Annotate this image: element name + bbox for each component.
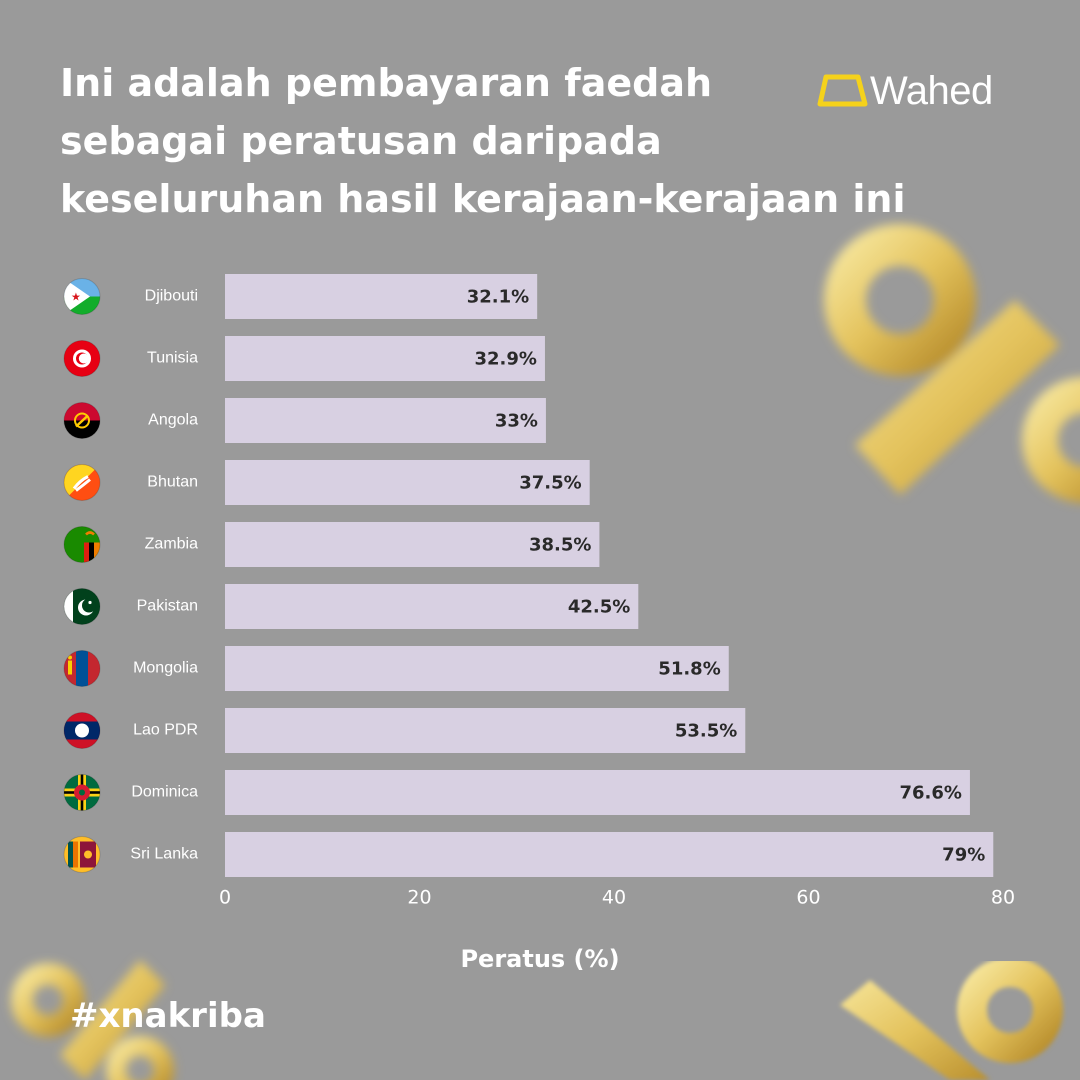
x-tick-label: 0: [219, 887, 231, 909]
bar-tunisia: [225, 336, 545, 381]
pakistan-flag-icon: [63, 588, 101, 625]
bar-dominica: [225, 770, 970, 815]
chart-title: Ini adalah pembayaran faedah sebagai per…: [60, 54, 906, 228]
category-label: Bhutan: [147, 474, 198, 491]
x-tick-label: 60: [796, 887, 820, 909]
category-label: Sri Lanka: [130, 846, 198, 863]
value-label: 51.8%: [658, 659, 720, 680]
tunisia-flag-icon: [63, 340, 101, 377]
title-line-3: keseluruhan hasil kerajaan-kerajaan ini: [60, 177, 906, 221]
category-label: Mongolia: [133, 660, 198, 677]
dominica-flag-icon: [63, 774, 101, 811]
title-line-1: Ini adalah pembayaran faedah: [60, 61, 713, 105]
value-label: 33%: [495, 411, 538, 432]
wahed-logo-icon: [817, 74, 868, 107]
value-label: 76.6%: [899, 783, 961, 804]
value-label: 53.5%: [675, 721, 737, 742]
category-label: Tunisia: [147, 350, 198, 367]
x-tick-label: 40: [602, 887, 626, 909]
bar-zambia: [225, 522, 600, 567]
x-tick-label: 80: [991, 887, 1015, 909]
bar-bhutan: [225, 460, 590, 505]
title-line-2: sebagai peratusan daripada: [60, 119, 662, 163]
category-label: Zambia: [145, 536, 198, 553]
percent-ring-bottom-left-icon: [11, 960, 174, 1080]
percent-bottom-right-icon: [840, 957, 1063, 1080]
percent-bar-icon: [855, 300, 1060, 495]
value-label: 37.5%: [519, 473, 581, 494]
zambia-flag-icon: [63, 526, 101, 563]
bhutan-flag-icon: [63, 464, 101, 501]
bar-sri-lanka: [225, 832, 994, 877]
brand-name: Wahed: [870, 68, 993, 113]
value-label: 38.5%: [529, 535, 591, 556]
mongolia-flag-icon: [63, 650, 101, 687]
bar-djibouti: [225, 274, 538, 319]
value-label: 32.1%: [467, 287, 529, 308]
category-label: Dominica: [131, 784, 198, 801]
value-label: 42.5%: [568, 597, 630, 618]
sri-lanka-flag-icon: [63, 836, 101, 873]
bar-angola: [225, 398, 546, 443]
hashtag: #xnakriba: [70, 996, 266, 1036]
value-label: 79%: [942, 845, 985, 866]
percent-ring-top-icon: [824, 224, 976, 376]
bar-lao-pdr: [225, 708, 746, 753]
wahed-logo: Wahed: [816, 68, 993, 114]
percent-ring-right-icon: [1022, 377, 1080, 503]
x-axis-label: Peratus (%): [460, 945, 620, 973]
bar-mongolia: [225, 646, 729, 691]
djibouti-flag-icon: ★: [63, 278, 101, 315]
category-label: Djibouti: [145, 288, 198, 305]
bar-pakistan: [225, 584, 639, 629]
category-label: Angola: [148, 412, 198, 429]
value-label: 32.9%: [474, 349, 536, 370]
category-label: Pakistan: [137, 598, 198, 615]
angola-flag-icon: [63, 402, 101, 439]
x-tick-label: 20: [407, 887, 431, 909]
laos-flag-icon: [63, 712, 101, 749]
category-label: Lao PDR: [133, 722, 198, 739]
svg-text:★: ★: [71, 291, 81, 304]
